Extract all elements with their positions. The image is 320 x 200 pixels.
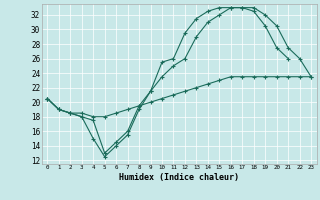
X-axis label: Humidex (Indice chaleur): Humidex (Indice chaleur) <box>119 173 239 182</box>
